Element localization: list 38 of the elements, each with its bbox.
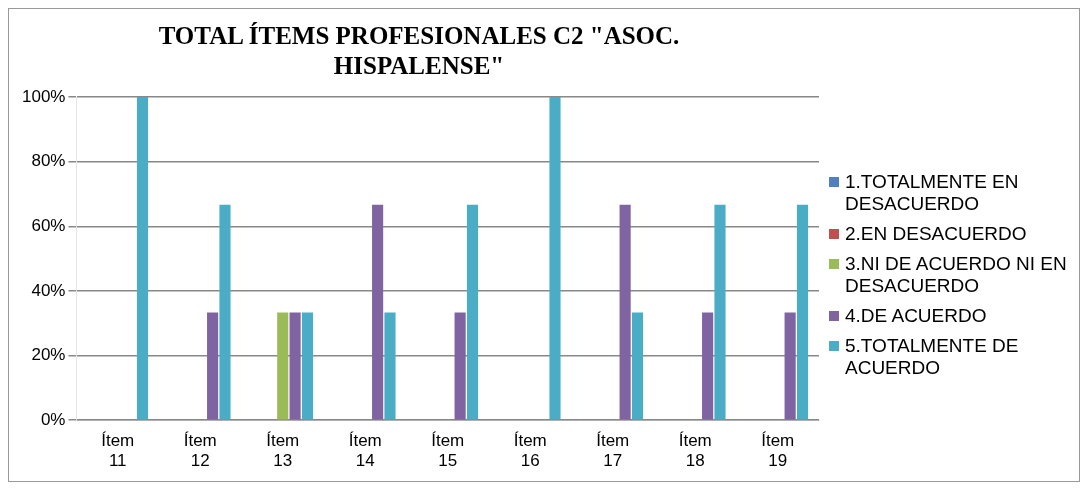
y-tick-label: 80% <box>31 151 66 171</box>
bar <box>277 312 289 420</box>
y-tick-label: 40% <box>31 280 66 300</box>
x-tick-label: Ítem 17 <box>596 431 630 471</box>
x-tick-label: Ítem 14 <box>348 431 382 471</box>
bar <box>372 204 384 420</box>
bar <box>631 312 644 420</box>
bar <box>619 204 631 420</box>
legend-label: 5.TOTALMENTE DE ACUERDO <box>845 335 1020 379</box>
bar <box>714 204 726 420</box>
bar <box>454 312 466 420</box>
chart-title: TOTAL ÍTEMS PROFESIONALES C2 "ASOC. HISPALENSE" <box>158 22 680 80</box>
bar <box>301 312 314 420</box>
x-tick-label: Ítem 16 <box>513 431 547 471</box>
x-tick-label: Ítem 11 <box>101 431 135 471</box>
bar <box>207 312 219 420</box>
y-tick-label: 0% <box>40 409 66 429</box>
legend-label: 4.DE ACUERDO <box>845 305 987 327</box>
bar <box>796 204 809 420</box>
bar <box>784 312 796 420</box>
x-tick-label: Ítem 18 <box>678 431 712 471</box>
y-tick-label: 100% <box>22 86 66 106</box>
bar <box>549 97 561 420</box>
x-tick-label: Ítem 13 <box>266 431 300 471</box>
y-tick-label: 20% <box>31 345 66 365</box>
x-tick-label: Ítem 19 <box>761 431 795 471</box>
bar <box>289 312 301 420</box>
bar <box>702 312 714 420</box>
legend-label: 1.TOTALMENTE EN DESACUERDO <box>845 171 1020 215</box>
bar <box>384 312 396 420</box>
bar <box>219 204 231 420</box>
x-tick-label: Ítem 12 <box>183 431 217 471</box>
x-tick-label: Ítem 15 <box>431 431 465 471</box>
legend-label: 3.NI DE ACUERDO NI EN DESACUERDO <box>845 253 1068 297</box>
bar <box>136 97 149 420</box>
legend-label: 2.EN DESACUERDO <box>845 223 1027 245</box>
bar <box>466 204 479 420</box>
y-tick-label: 60% <box>31 215 66 235</box>
